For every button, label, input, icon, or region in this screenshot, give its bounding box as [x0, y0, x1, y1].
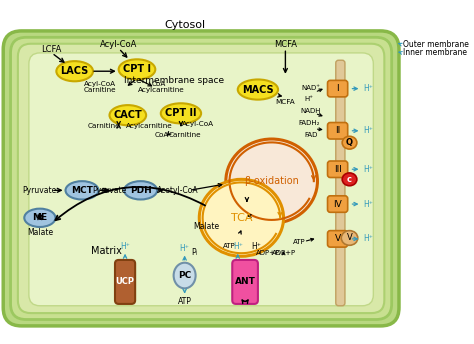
Text: Malate: Malate: [27, 228, 53, 237]
Text: H⁺: H⁺: [233, 242, 243, 251]
Text: Acylcarnitine: Acylcarnitine: [138, 87, 185, 94]
Ellipse shape: [56, 61, 93, 81]
FancyBboxPatch shape: [328, 80, 348, 97]
Ellipse shape: [109, 105, 146, 125]
FancyBboxPatch shape: [328, 196, 348, 212]
FancyBboxPatch shape: [328, 230, 348, 247]
Ellipse shape: [24, 209, 55, 227]
Text: Carnitine: Carnitine: [84, 87, 117, 94]
Text: Malate: Malate: [193, 223, 219, 232]
Text: ADP+Pᵢ: ADP+Pᵢ: [256, 250, 282, 256]
Text: Matrix: Matrix: [91, 246, 122, 256]
Text: Cytosol: Cytosol: [164, 20, 205, 30]
Ellipse shape: [342, 136, 357, 149]
Ellipse shape: [124, 181, 157, 200]
Text: PDH: PDH: [130, 186, 152, 195]
Ellipse shape: [118, 59, 155, 79]
Text: ATP: ATP: [293, 239, 305, 245]
Text: ME: ME: [32, 213, 47, 222]
Text: PC: PC: [178, 271, 191, 280]
Text: Acyl-CoA: Acyl-CoA: [84, 81, 117, 87]
Text: TCA: TCA: [231, 213, 252, 223]
FancyBboxPatch shape: [328, 161, 348, 178]
Text: H⁺: H⁺: [363, 200, 373, 208]
Text: Carnitine: Carnitine: [168, 132, 201, 138]
Text: H⁺: H⁺: [305, 96, 314, 102]
Text: ANT: ANT: [235, 278, 255, 287]
FancyBboxPatch shape: [3, 31, 399, 326]
Ellipse shape: [226, 139, 318, 223]
Text: LACS: LACS: [61, 66, 89, 76]
Text: Acylcarnitine: Acylcarnitine: [127, 123, 173, 129]
Text: CPT I: CPT I: [123, 64, 151, 74]
Text: H⁺: H⁺: [363, 165, 373, 174]
Text: Carnitine: Carnitine: [88, 123, 120, 129]
Text: CACT: CACT: [113, 110, 142, 120]
Text: H⁺: H⁺: [363, 126, 373, 135]
Text: LCFA: LCFA: [42, 45, 62, 54]
Text: H⁺: H⁺: [363, 84, 373, 93]
Ellipse shape: [173, 263, 196, 288]
Text: Pᵢ: Pᵢ: [191, 248, 197, 257]
Text: H⁺: H⁺: [363, 234, 373, 243]
Text: Intermembrane space: Intermembrane space: [124, 76, 224, 85]
Text: c: c: [347, 175, 352, 184]
FancyBboxPatch shape: [10, 37, 392, 320]
Text: Inner membrane: Inner membrane: [402, 49, 467, 57]
Ellipse shape: [161, 103, 201, 123]
Ellipse shape: [65, 181, 99, 200]
FancyBboxPatch shape: [18, 44, 384, 313]
Text: III: III: [334, 165, 342, 174]
Text: Pyruvate: Pyruvate: [92, 186, 127, 195]
Ellipse shape: [342, 173, 357, 186]
Text: MCFA: MCFA: [275, 99, 295, 105]
Text: Acyl-CoA: Acyl-CoA: [100, 40, 137, 49]
Text: ATP: ATP: [178, 297, 191, 306]
Text: H⁺: H⁺: [180, 244, 190, 252]
Text: V: V: [346, 234, 352, 243]
Text: ADP+P: ADP+P: [272, 250, 296, 256]
FancyBboxPatch shape: [29, 53, 374, 306]
Text: H⁺: H⁺: [120, 242, 130, 251]
Text: MCFA: MCFA: [274, 40, 297, 49]
Text: Pyruvate: Pyruvate: [23, 186, 57, 195]
Text: CoA: CoA: [152, 81, 166, 87]
Ellipse shape: [199, 179, 283, 256]
Text: H⁺: H⁺: [251, 242, 261, 251]
Text: IV: IV: [333, 200, 342, 208]
Text: NAD⁺: NAD⁺: [301, 85, 320, 91]
FancyBboxPatch shape: [328, 122, 348, 139]
Text: FAD: FAD: [304, 132, 318, 138]
Text: Acetyl-CoA: Acetyl-CoA: [156, 186, 198, 195]
Text: MCT: MCT: [71, 186, 93, 195]
FancyBboxPatch shape: [336, 60, 345, 306]
Text: Q: Q: [346, 138, 353, 147]
Text: II: II: [335, 126, 340, 135]
Text: NADH: NADH: [301, 108, 321, 114]
Text: ATP: ATP: [223, 243, 236, 249]
Text: V: V: [335, 234, 341, 243]
Text: β-oxidation: β-oxidation: [244, 176, 299, 186]
Text: UCP: UCP: [116, 278, 135, 287]
Text: CPT II: CPT II: [165, 108, 197, 118]
Text: Outer membrane: Outer membrane: [402, 40, 468, 49]
FancyBboxPatch shape: [232, 260, 258, 304]
Text: CoA: CoA: [155, 132, 169, 138]
Text: FADH₂: FADH₂: [299, 119, 320, 126]
Text: Acyl-CoA: Acyl-CoA: [182, 121, 214, 127]
FancyBboxPatch shape: [115, 260, 135, 304]
Ellipse shape: [341, 230, 358, 245]
Ellipse shape: [238, 79, 278, 100]
Text: MACS: MACS: [242, 85, 273, 95]
Text: I: I: [336, 84, 339, 93]
